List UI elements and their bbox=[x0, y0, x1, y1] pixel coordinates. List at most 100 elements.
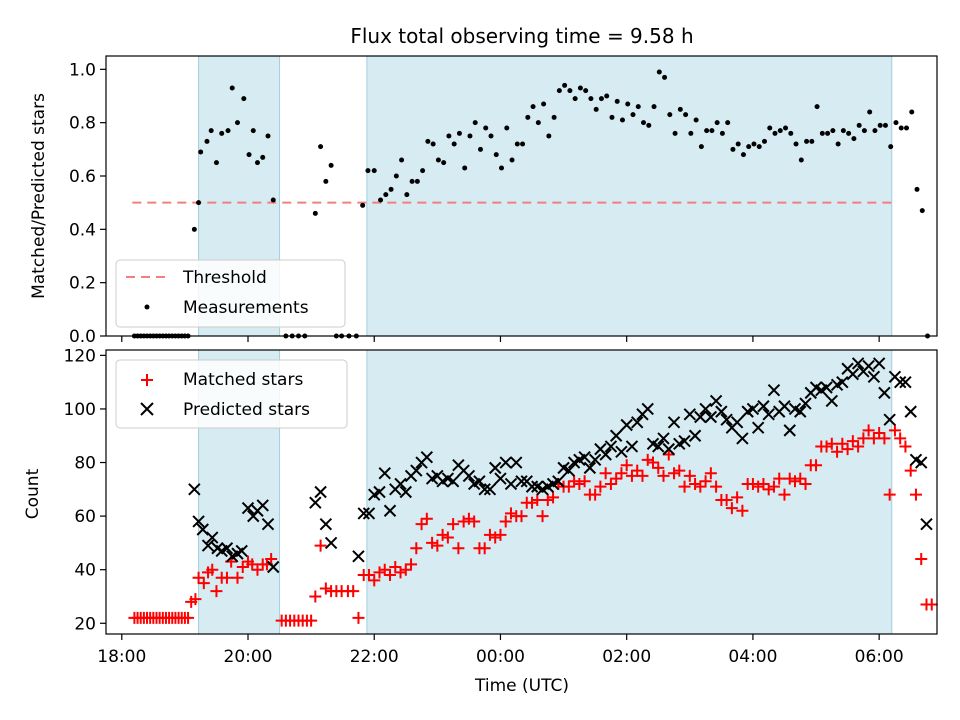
predicted-star-point bbox=[357, 507, 370, 520]
matched-star-points bbox=[128, 424, 938, 627]
y-tick-label: 0.0 bbox=[69, 327, 96, 347]
predicted-star-point bbox=[399, 485, 412, 499]
legend-measurements-swatch bbox=[144, 304, 150, 310]
measurement-point bbox=[903, 125, 909, 131]
matched-star-point bbox=[867, 432, 880, 445]
top-legend-box bbox=[115, 259, 346, 328]
measurement-point bbox=[872, 128, 878, 134]
top-x-ticks bbox=[121, 336, 880, 342]
measurement-point bbox=[598, 96, 604, 102]
measurement-point bbox=[651, 104, 657, 110]
measurement-point bbox=[577, 85, 583, 91]
y-tick-label: 1.0 bbox=[69, 60, 96, 80]
predicted-star-point bbox=[352, 550, 365, 563]
measurement-point bbox=[672, 130, 678, 136]
predicted-star-points bbox=[188, 357, 933, 574]
matched-star-point bbox=[810, 459, 823, 472]
top-y-ticks: 0.0 0.2 0.4 0.6 0.8 1.0 bbox=[69, 60, 106, 347]
predicted-star-point bbox=[820, 381, 833, 394]
predicted-star-point bbox=[525, 480, 539, 493]
measurement-point bbox=[893, 120, 899, 126]
y-tick-label: 0.6 bbox=[69, 167, 96, 187]
measurement-point bbox=[804, 138, 810, 144]
measurement-point bbox=[191, 226, 197, 232]
measurement-point bbox=[514, 141, 520, 147]
matched-star-point bbox=[192, 571, 205, 584]
measurement-point bbox=[767, 125, 773, 131]
matched-star-point bbox=[197, 577, 210, 590]
y-tick-label: 20 bbox=[74, 614, 96, 634]
count-panel: 20 40 60 80 100 120 18:00 20:00 22:00 00:00 02:00… bbox=[23, 346, 938, 696]
matched-star-point bbox=[641, 453, 654, 466]
matched-star-point bbox=[668, 467, 681, 480]
predicted-star-point bbox=[662, 442, 675, 456]
measurement-point bbox=[730, 146, 736, 152]
bottom-axes-frame bbox=[105, 349, 938, 635]
y-tick-label: 60 bbox=[74, 507, 96, 527]
matched-star-point bbox=[604, 477, 617, 490]
matched-star-point bbox=[526, 496, 539, 509]
matched-star-point bbox=[762, 483, 775, 496]
matched-star-point bbox=[794, 472, 807, 485]
measurement-point bbox=[365, 168, 371, 174]
predicted-star-point bbox=[410, 464, 423, 477]
measurement-point bbox=[588, 96, 594, 102]
measurement-point bbox=[819, 130, 825, 136]
measurement-point bbox=[688, 130, 694, 136]
x-tick-label: 20:00 bbox=[224, 647, 273, 667]
predicted-star-point bbox=[615, 445, 628, 459]
matched-star-point bbox=[652, 461, 665, 474]
predicted-star-point bbox=[462, 469, 476, 483]
measurement-point bbox=[846, 130, 852, 136]
matched-star-point bbox=[236, 561, 249, 574]
matched-star-point bbox=[799, 477, 812, 490]
measurement-point bbox=[772, 130, 778, 136]
matched-star-point bbox=[746, 477, 759, 490]
predicted-star-point bbox=[641, 402, 654, 416]
measurement-point bbox=[567, 88, 573, 94]
predicted-star-point bbox=[483, 483, 497, 496]
measurement-point bbox=[393, 173, 399, 179]
matched-star-point bbox=[206, 563, 219, 576]
measurement-point bbox=[919, 208, 925, 214]
measurement-point bbox=[456, 130, 462, 136]
measurement-point bbox=[641, 120, 647, 126]
matched-star-point bbox=[862, 424, 875, 437]
predicted-star-point bbox=[362, 507, 376, 520]
predicted-star-point bbox=[920, 517, 933, 531]
predicted-star-point bbox=[206, 531, 219, 544]
predicted-star-point bbox=[625, 440, 639, 453]
matched-star-point bbox=[852, 440, 865, 453]
matched-star-point bbox=[541, 494, 554, 507]
measurement-point bbox=[656, 69, 662, 75]
measurement-point bbox=[520, 141, 526, 147]
predicted-star-point bbox=[499, 456, 512, 469]
predicted-star-point bbox=[736, 432, 749, 445]
predicted-star-point bbox=[631, 416, 644, 429]
measurement-point bbox=[488, 133, 494, 139]
matched-star-point bbox=[368, 574, 381, 587]
predicted-star-point bbox=[783, 424, 796, 437]
matched-star-point bbox=[788, 475, 801, 488]
measurement-point bbox=[499, 165, 505, 171]
measurement-point bbox=[328, 162, 334, 168]
predicted-star-point bbox=[473, 475, 486, 488]
measurement-point bbox=[725, 120, 731, 126]
predicted-star-point bbox=[241, 501, 255, 515]
matched-star-point bbox=[319, 582, 332, 595]
measurement-point bbox=[477, 146, 483, 152]
matched-star-point bbox=[547, 491, 560, 504]
predicted-star-point bbox=[583, 461, 597, 475]
measurement-point bbox=[462, 165, 468, 171]
predicted-star-point bbox=[867, 370, 881, 383]
measurement-point bbox=[877, 122, 883, 128]
predicted-star-point bbox=[652, 440, 665, 453]
predicted-star-point bbox=[767, 383, 781, 397]
observing-period-band bbox=[366, 350, 892, 634]
matched-star-point bbox=[731, 491, 744, 504]
predicted-star-point bbox=[751, 421, 765, 434]
measurement-point bbox=[625, 101, 631, 107]
measurement-point bbox=[898, 125, 904, 131]
matched-star-point bbox=[515, 510, 528, 523]
matched-star-point bbox=[589, 488, 602, 501]
